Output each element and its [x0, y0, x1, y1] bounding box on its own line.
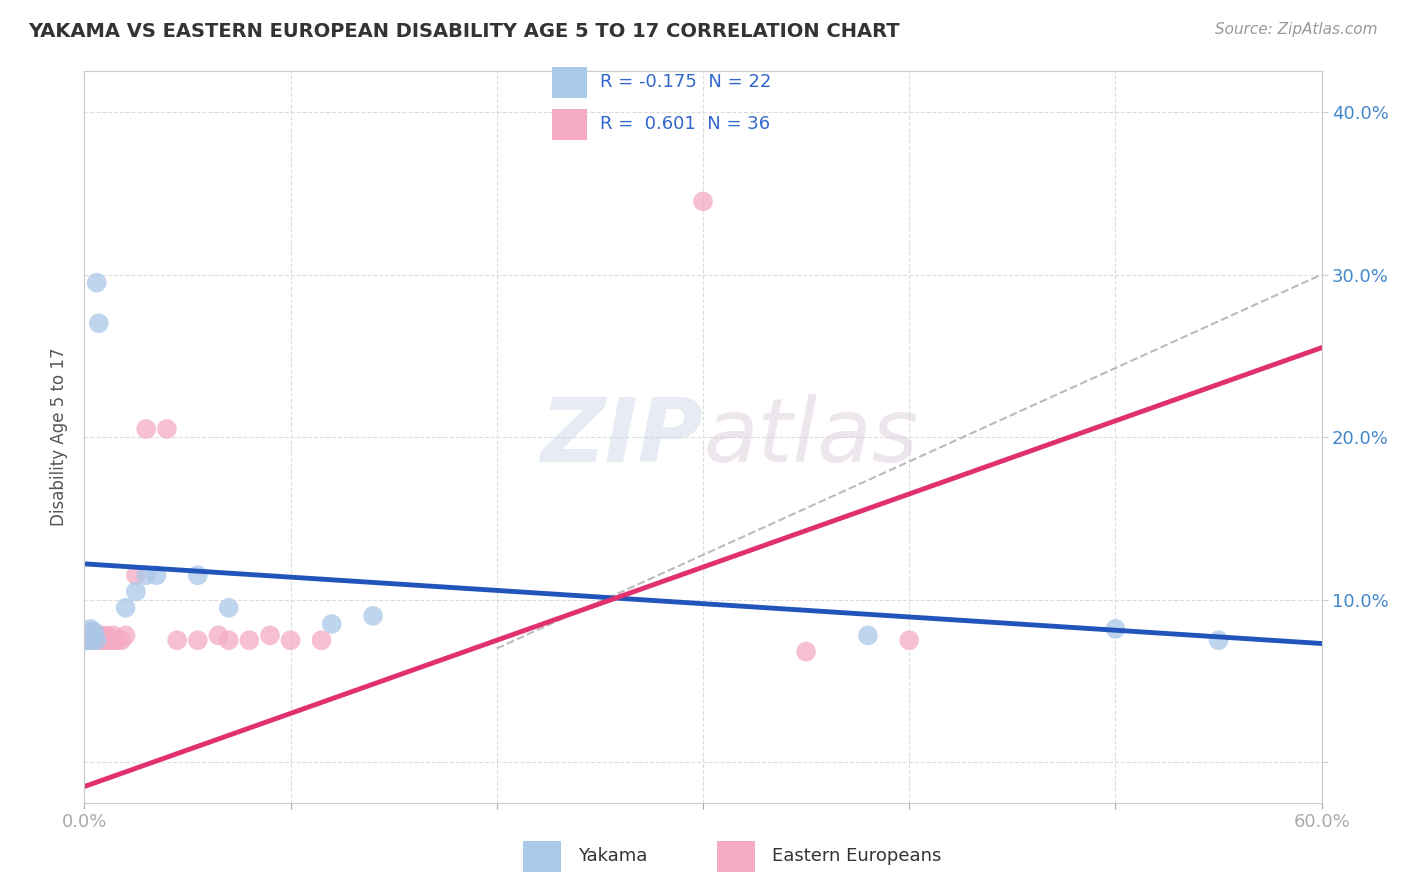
Point: [100, 633, 122, 648]
Point: [125, 568, 148, 582]
Point: [114, 628, 136, 642]
Point: [75, 628, 97, 642]
Text: R =  0.601  N = 36: R = 0.601 N = 36: [600, 115, 770, 133]
Text: Yakama: Yakama: [578, 847, 647, 865]
Point: [87, 628, 110, 642]
Point: [79, 625, 101, 640]
Point: [77, 633, 100, 648]
Point: [1208, 633, 1230, 648]
Point: [94, 633, 117, 648]
Point: [77, 628, 100, 642]
Point: [87, 316, 110, 330]
Point: [98, 633, 121, 648]
Point: [218, 633, 240, 648]
Point: [166, 633, 188, 648]
Point: [103, 628, 125, 642]
Point: [856, 628, 879, 642]
Point: [96, 628, 118, 642]
Point: [77, 633, 100, 648]
Point: [238, 633, 260, 648]
Point: [83, 628, 105, 642]
Point: [82, 633, 104, 648]
Text: Source: ZipAtlas.com: Source: ZipAtlas.com: [1215, 22, 1378, 37]
Point: [145, 568, 167, 582]
Point: [794, 645, 817, 659]
Point: [104, 633, 127, 648]
Point: [361, 608, 384, 623]
Point: [311, 633, 333, 648]
Point: [259, 628, 281, 642]
FancyBboxPatch shape: [717, 840, 755, 872]
Point: [77, 625, 100, 640]
Point: [105, 633, 128, 648]
Point: [187, 633, 209, 648]
Point: [82, 633, 104, 648]
Point: [79, 622, 101, 636]
FancyBboxPatch shape: [553, 67, 586, 98]
Point: [86, 633, 108, 648]
Point: [90, 633, 112, 648]
FancyBboxPatch shape: [523, 840, 561, 872]
Point: [79, 633, 101, 648]
Point: [898, 633, 921, 648]
Point: [218, 600, 240, 615]
Point: [79, 633, 101, 648]
Text: YAKAMA VS EASTERN EUROPEAN DISABILITY AGE 5 TO 17 CORRELATION CHART: YAKAMA VS EASTERN EUROPEAN DISABILITY AG…: [28, 22, 900, 41]
Point: [187, 568, 209, 582]
Point: [110, 633, 132, 648]
Point: [86, 276, 108, 290]
Point: [135, 422, 157, 436]
Point: [114, 600, 136, 615]
Point: [79, 628, 101, 642]
Text: ZIP: ZIP: [540, 393, 703, 481]
Point: [156, 422, 179, 436]
Point: [321, 617, 343, 632]
FancyBboxPatch shape: [553, 109, 586, 140]
Point: [75, 633, 97, 648]
Text: Eastern Europeans: Eastern Europeans: [772, 847, 941, 865]
Y-axis label: Disability Age 5 to 17: Disability Age 5 to 17: [51, 348, 69, 526]
Point: [135, 568, 157, 582]
Point: [125, 584, 148, 599]
Point: [207, 628, 229, 642]
Point: [692, 194, 714, 209]
Point: [91, 633, 114, 648]
Text: R = -0.175  N = 22: R = -0.175 N = 22: [600, 73, 772, 91]
Point: [86, 633, 108, 648]
Point: [83, 625, 105, 640]
Point: [75, 633, 97, 648]
Point: [90, 628, 112, 642]
Point: [280, 633, 302, 648]
Point: [1104, 622, 1126, 636]
Text: atlas: atlas: [703, 394, 918, 480]
